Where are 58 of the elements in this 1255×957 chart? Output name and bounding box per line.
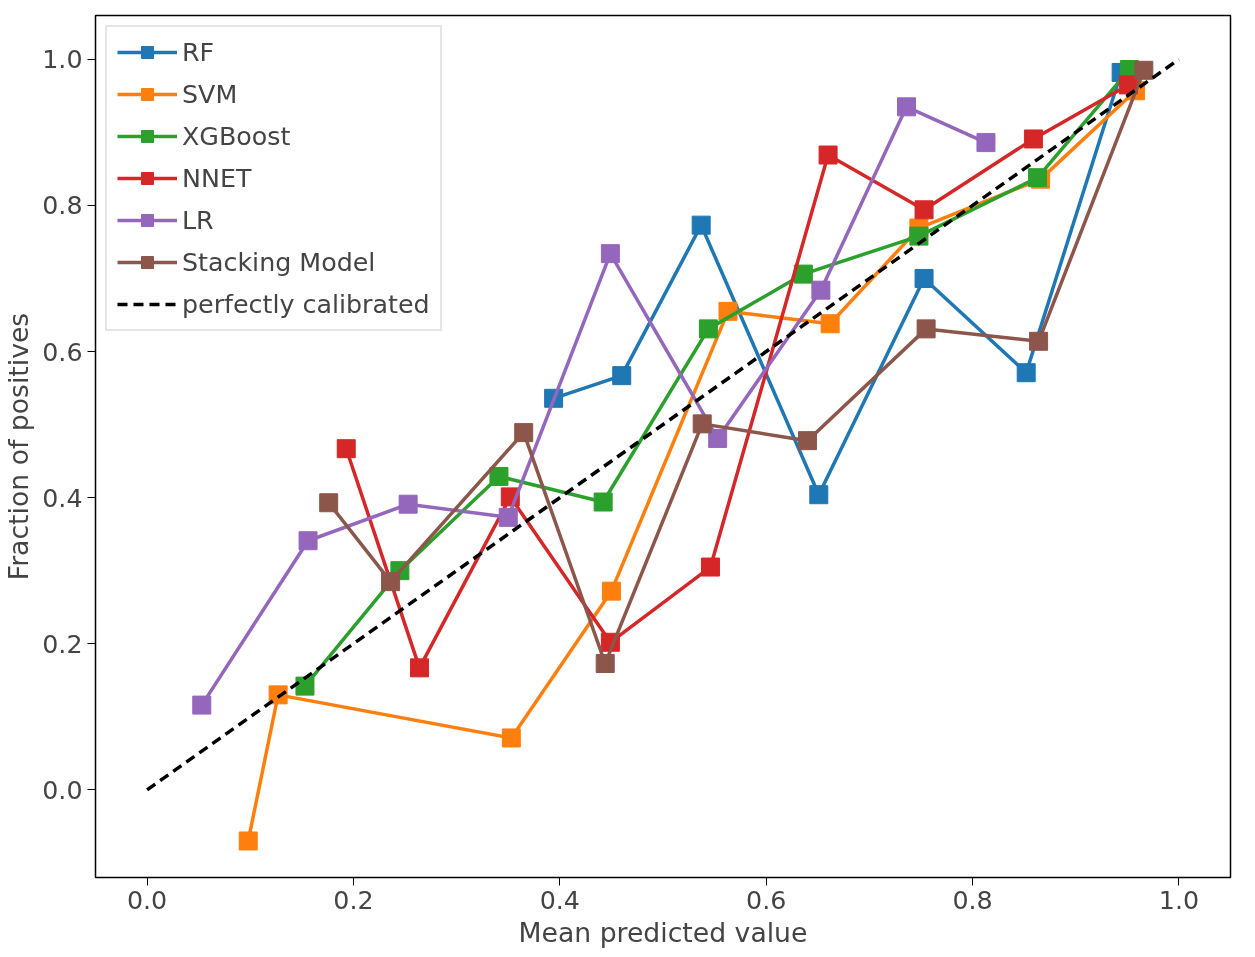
legend-label: SVM — [182, 79, 238, 109]
point — [1134, 60, 1154, 80]
legend-label: RF — [182, 37, 215, 67]
point — [612, 366, 632, 386]
x-tick-label: 0.6 — [746, 884, 787, 915]
point — [595, 653, 615, 673]
point — [708, 428, 728, 448]
x-tick-label: 0.0 — [126, 884, 168, 915]
point — [336, 439, 356, 459]
x-axis-title: Mean predicted value — [518, 916, 808, 948]
point — [409, 658, 429, 678]
point — [1023, 129, 1043, 149]
legend-label: Stacking Model — [182, 247, 376, 277]
point — [298, 531, 318, 551]
y-tick-label: 0.4 — [42, 482, 83, 513]
point — [797, 431, 817, 451]
y-tick-label: 0.8 — [42, 190, 83, 221]
point — [820, 314, 840, 334]
x-tick-label: 0.8 — [952, 884, 993, 915]
x-tick-label: 0.4 — [539, 884, 580, 915]
point — [498, 507, 518, 527]
point — [319, 493, 339, 513]
point — [601, 581, 621, 601]
point — [600, 244, 620, 264]
legend-label: NNET — [182, 163, 252, 193]
point — [514, 423, 534, 443]
point — [501, 728, 521, 748]
point — [914, 200, 934, 220]
point — [593, 492, 613, 512]
point — [916, 319, 936, 339]
y-tick-label: 0.2 — [42, 628, 83, 659]
point — [698, 319, 718, 339]
point — [818, 145, 838, 165]
y-axis-title: Fraction of positives — [3, 312, 35, 581]
point — [398, 494, 418, 514]
point — [700, 557, 720, 577]
point — [914, 268, 934, 288]
point — [809, 485, 829, 505]
x-tick-label: 0.2 — [333, 884, 374, 915]
legend-label: XGBoost — [182, 121, 291, 151]
point — [691, 215, 711, 235]
point — [238, 831, 258, 851]
point — [811, 280, 831, 300]
point — [1029, 331, 1049, 351]
point — [192, 695, 212, 715]
legend-label: LR — [182, 205, 214, 235]
y-tick-label: 0.0 — [42, 774, 83, 805]
y-tick-label: 0.6 — [42, 336, 83, 367]
point — [1016, 363, 1036, 383]
point — [381, 572, 401, 592]
point — [692, 414, 712, 434]
point — [295, 676, 315, 696]
point — [897, 97, 917, 117]
y-tick-label: 1.0 — [42, 44, 83, 75]
point — [489, 466, 509, 486]
legend-label: perfectly calibrated — [182, 289, 430, 319]
point — [976, 133, 996, 153]
x-tick-label: 1.0 — [1158, 884, 1200, 915]
